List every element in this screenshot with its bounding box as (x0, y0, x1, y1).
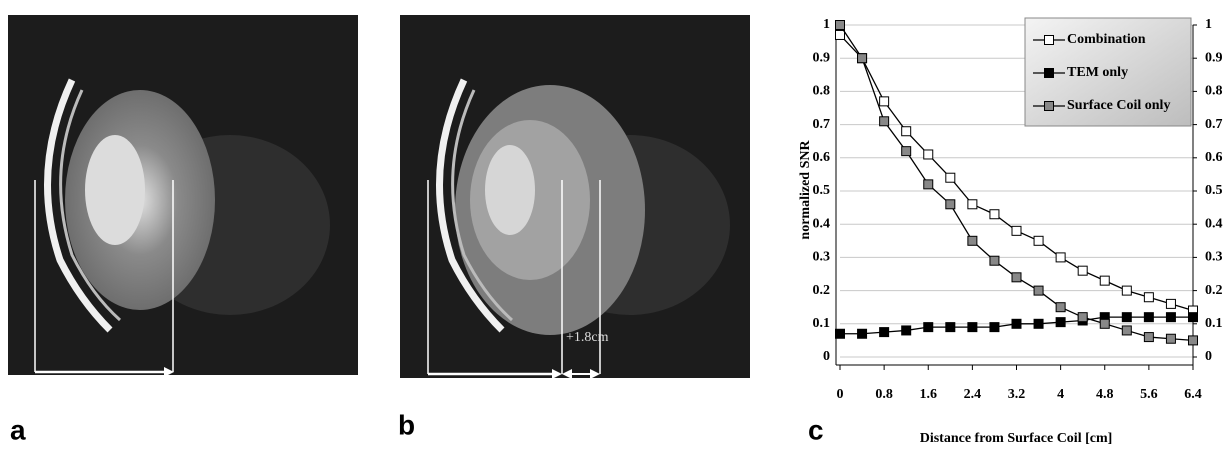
legend-marker (1044, 35, 1054, 45)
y-tick-label: 0.7 (813, 117, 831, 132)
x-tick-label: 0 (837, 387, 844, 402)
y-tick-label: 0.1 (813, 316, 831, 331)
x-tick-label: 0.8 (875, 387, 893, 402)
x-tick-label: 6.4 (1184, 387, 1202, 402)
marker (923, 149, 934, 160)
y2-tick-label: 0 (1205, 349, 1212, 364)
marker (1033, 235, 1044, 246)
legend-label: TEM only (1067, 65, 1128, 80)
marker (1055, 317, 1066, 328)
marker (1143, 312, 1154, 323)
y-tick-label: 0.5 (813, 183, 831, 198)
y-tick-label: 0.9 (813, 50, 831, 65)
marker (1055, 252, 1066, 263)
y-tick-label: 0.4 (813, 216, 831, 231)
legend-marker (1044, 68, 1054, 78)
marker (923, 179, 934, 190)
mri-image-a (8, 15, 358, 377)
marker (1077, 312, 1088, 323)
marker (857, 328, 868, 339)
marker (967, 199, 978, 210)
marker (879, 116, 890, 127)
marker (1188, 312, 1198, 323)
marker (1121, 285, 1132, 296)
x-tick-label: 4 (1057, 387, 1064, 402)
marker (1033, 318, 1044, 329)
marker (1121, 312, 1132, 323)
marker (1165, 333, 1176, 344)
y-tick-label: 0.2 (813, 283, 831, 298)
y-axis-title: normalized SNR (798, 140, 813, 240)
marker (1077, 265, 1088, 276)
marker (879, 96, 890, 107)
y2-tick-label: 0.6 (1205, 150, 1223, 165)
marker (1011, 318, 1022, 329)
marker (989, 209, 1000, 220)
marker (945, 322, 956, 333)
marker (901, 146, 912, 157)
panel-label: c (808, 414, 824, 445)
legend-label: Combination (1067, 32, 1146, 47)
marker (835, 328, 845, 339)
x-tick-label: 2.4 (964, 387, 982, 402)
marker (1099, 318, 1110, 329)
y2-tick-label: 0.7 (1205, 117, 1223, 132)
x-tick-label: 3.2 (1008, 387, 1026, 402)
marker (901, 126, 912, 137)
marker (1033, 285, 1044, 296)
panel-label: a (10, 414, 26, 445)
marker (967, 322, 978, 333)
marker (1165, 312, 1176, 323)
marker (1188, 335, 1198, 346)
marker (945, 172, 956, 183)
x-tick-label: 1.6 (920, 387, 938, 402)
marker (879, 327, 890, 338)
y2-tick-label: 0.5 (1205, 183, 1223, 198)
annotation: +1.8cm (566, 330, 609, 345)
marker (945, 199, 956, 210)
marker (1099, 275, 1110, 286)
marker (1011, 225, 1022, 236)
marker (835, 29, 845, 40)
marker (857, 53, 868, 64)
marker (989, 322, 1000, 333)
marker (1143, 332, 1154, 343)
y2-tick-label: 0.8 (1205, 84, 1223, 99)
y-tick-label: 1 (823, 17, 830, 32)
panel-label: b (398, 409, 415, 440)
y2-tick-label: 0.1 (1205, 316, 1223, 331)
marker (1055, 302, 1066, 313)
y2-tick-label: 0.2 (1205, 283, 1223, 298)
mri-image-b: +1.8cm (400, 15, 750, 379)
y-tick-label: 0.6 (813, 150, 831, 165)
y2-tick-label: 0.9 (1205, 50, 1223, 65)
marker (1143, 292, 1154, 303)
legend-label: Surface Coil only (1067, 98, 1170, 113)
legend-marker (1044, 101, 1054, 111)
y2-tick-label: 0.4 (1205, 216, 1223, 231)
y-tick-label: 0.8 (813, 84, 831, 99)
x-axis-title: Distance from Surface Coil [cm] (920, 431, 1113, 446)
y2-tick-label: 1 (1205, 17, 1212, 32)
x-tick-label: 5.6 (1140, 387, 1158, 402)
marker (1011, 272, 1022, 283)
x-tick-label: 4.8 (1096, 387, 1114, 402)
marker (967, 235, 978, 246)
marker (989, 255, 1000, 266)
marker (901, 325, 912, 336)
marker (923, 322, 934, 333)
y-tick-label: 0.3 (813, 250, 831, 265)
marker (1165, 298, 1176, 309)
y-tick-label: 0 (823, 349, 830, 364)
marker (835, 20, 845, 30)
marker (1121, 325, 1132, 336)
y2-tick-label: 0.3 (1205, 250, 1223, 265)
